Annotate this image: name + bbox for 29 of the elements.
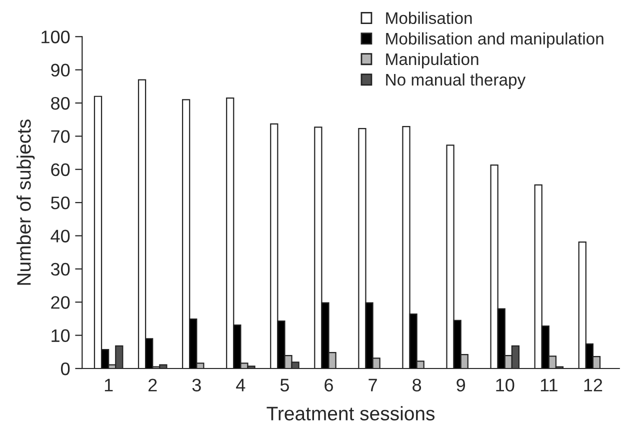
y-tick-label: 40	[50, 230, 70, 242]
y-tick-label: 0	[61, 362, 70, 376]
y-tick-label: 90	[51, 64, 70, 77]
legend-label: Manipulation	[386, 52, 478, 68]
y-tick-label: 10	[52, 329, 70, 342]
x-tick-label: 6	[324, 378, 333, 392]
x-tick-label: 10	[496, 378, 514, 392]
y-tick-label: 70	[51, 130, 70, 143]
y-tick-label: 50	[50, 196, 70, 210]
x-tick-label: 5	[280, 378, 289, 392]
x-tick-label: 9	[456, 378, 466, 392]
y-tick-label: 20	[51, 296, 70, 309]
y-tick-label: 80	[51, 96, 70, 110]
y-tick-label: 60	[51, 163, 70, 176]
x-tick-label: 2	[148, 378, 157, 392]
legend-label: No manual therapy	[386, 73, 526, 89]
x-tick-label: 4	[236, 378, 246, 392]
y-axis-title: Number of subjects	[16, 120, 35, 285]
y-tick-label: 100	[42, 30, 70, 44]
x-tick-label: 7	[368, 378, 377, 392]
x-tick-label: 1	[104, 378, 113, 392]
y-tick-label: 30	[50, 262, 70, 276]
legend-label: Mobilisation and manipulation	[386, 32, 604, 48]
x-tick-label: 11	[540, 378, 558, 392]
legend-label: Mobilisation	[386, 12, 472, 24]
x-tick-label: 12	[584, 378, 602, 392]
x-tick-label: 8	[412, 378, 422, 392]
x-axis-title: Treatment sessions	[266, 406, 435, 420]
x-tick-label: 3	[192, 378, 201, 392]
